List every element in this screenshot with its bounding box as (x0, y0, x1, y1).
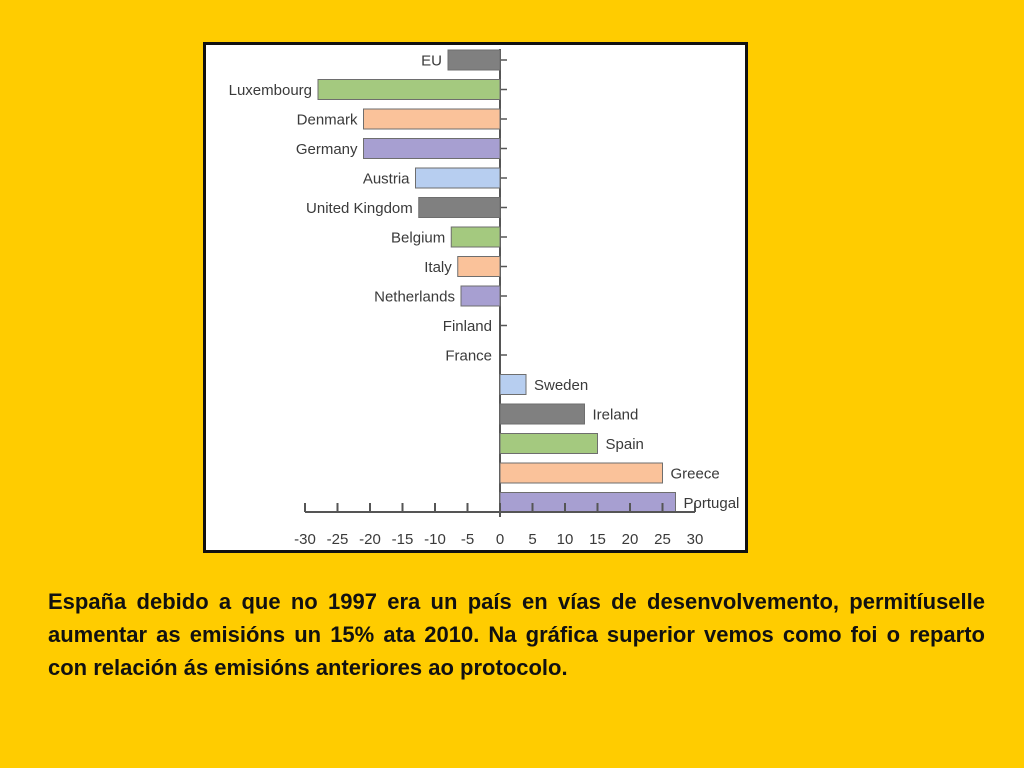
x-tick-label-25: 25 (654, 531, 671, 548)
x-tick-label-15: 15 (589, 531, 606, 548)
x-tick-label-5: 5 (528, 531, 536, 548)
x-tick-label-30: 30 (687, 531, 704, 548)
bar-sweden (499, 374, 527, 395)
category-label-denmark: Denmark (297, 112, 358, 129)
bar-denmark (363, 108, 501, 130)
category-label-france: France (445, 348, 492, 365)
category-label-italy: Italy (424, 259, 452, 276)
category-label-germany: Germany (296, 141, 358, 158)
bar-germany (363, 138, 501, 159)
category-label-eu: EU (421, 53, 442, 70)
category-label-netherlands: Netherlands (374, 289, 455, 306)
bar-greece (499, 462, 663, 484)
category-label-portugal: Portugal (684, 495, 740, 512)
category-label-austria: Austria (363, 171, 410, 188)
category-label-sweden: Sweden (534, 377, 588, 394)
x-tick-label--15: -15 (392, 531, 414, 548)
bar-united-kingdom (418, 197, 501, 218)
category-label-spain: Spain (606, 436, 644, 453)
category-label-belgium: Belgium (391, 230, 445, 247)
x-tick-label--10: -10 (424, 531, 446, 548)
bar-luxembourg (317, 79, 501, 100)
category-label-greece: Greece (671, 466, 720, 483)
x-tick-label--25: -25 (327, 531, 349, 548)
bar-spain (499, 433, 598, 454)
category-label-luxembourg: Luxembourg (229, 82, 312, 99)
bar-chart: EU Luxembourg Denmark Germany Austria United … (229, 49, 740, 548)
category-label-finland: Finland (443, 318, 492, 335)
x-tick-label-20: 20 (622, 531, 639, 548)
category-label-ireland: Ireland (593, 407, 639, 424)
bar-portugal (499, 492, 676, 513)
bar-belgium (450, 226, 501, 248)
category-label-united-kingdom: United Kingdom (306, 200, 413, 217)
x-tick-label--20: -20 (359, 531, 381, 548)
bar-italy (457, 256, 501, 277)
bar-netherlands (460, 285, 501, 307)
x-tick-label-0: 0 (496, 531, 504, 548)
bar-austria (415, 167, 501, 189)
chart-frame: EU Luxembourg Denmark Germany Austria United … (203, 42, 748, 553)
x-tick-label--5: -5 (461, 531, 474, 548)
x-tick-label-10: 10 (557, 531, 574, 548)
bar-eu (447, 49, 501, 71)
bar-ireland (499, 403, 585, 425)
caption-text: España debido a que no 1997 era un país … (48, 589, 985, 680)
x-tick-label--30: -30 (294, 531, 316, 548)
